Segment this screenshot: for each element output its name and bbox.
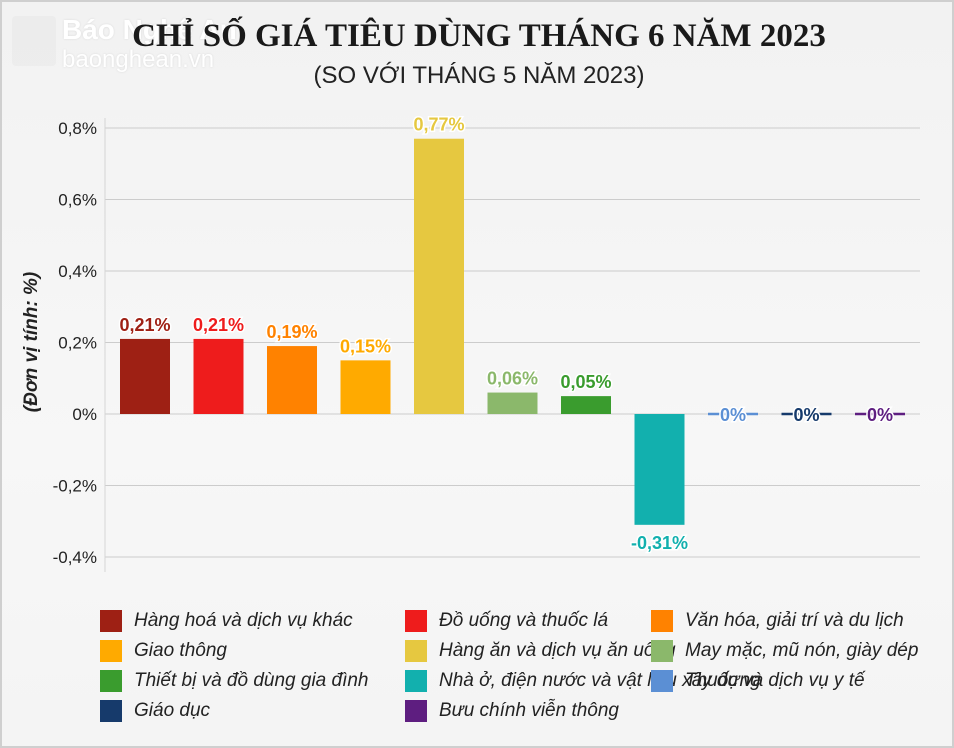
- bar: [781, 412, 832, 416]
- bar: [487, 392, 538, 414]
- bar: [855, 412, 905, 416]
- legend-swatch: [651, 670, 673, 692]
- legend-label: Đồ uống và thuốc lá: [439, 610, 609, 631]
- bar: [267, 346, 317, 414]
- legend-label: May mặc, mũ nón, giày dép: [685, 640, 919, 661]
- legend-label: Nhà ở, điện nước và vật liệu xây dựng: [439, 670, 761, 691]
- bar: [120, 338, 170, 414]
- chart-subtitle: (SO VỚI THÁNG 5 NĂM 2023): [313, 62, 645, 89]
- legend-label: Giao thông: [134, 640, 227, 661]
- bar: [634, 414, 685, 525]
- legend-item: Thiết bị và đồ dùng gia đình: [100, 670, 369, 692]
- y-tick-label: 0,8%: [58, 119, 97, 138]
- bar-data-label: 0,21%: [119, 315, 170, 335]
- legend-item: Hàng hoá và dịch vụ khác: [100, 610, 353, 632]
- bar-data-label: 0,05%: [560, 372, 611, 392]
- legend-item: Hàng ăn và dịch vụ ăn uống: [405, 640, 676, 662]
- legend-item: May mặc, mũ nón, giày dép: [651, 640, 918, 662]
- bar-data-label: 0,06%: [487, 369, 538, 389]
- bar-data-label: 0,77%: [413, 115, 464, 135]
- legend-label: Thiết bị và đồ dùng gia đình: [134, 670, 369, 691]
- legend-label: Giáo dục: [134, 700, 211, 721]
- y-tick-label: -0,2%: [53, 477, 97, 496]
- legend-label: Hàng hoá và dịch vụ khác: [134, 610, 353, 631]
- legend-swatch: [100, 670, 122, 692]
- y-tick-label: -0,4%: [53, 548, 97, 567]
- bar: [193, 338, 244, 414]
- legend-item: Đồ uống và thuốc lá: [405, 610, 608, 632]
- legend-swatch: [651, 640, 673, 662]
- legend-swatch: [405, 610, 427, 632]
- legend-swatch: [405, 670, 427, 692]
- watermark-name: Báo Nghệ An: [62, 14, 237, 45]
- legend-label: Bưu chính viễn thông: [439, 700, 619, 721]
- legend-label: Văn hóa, giải trí và du lịch: [685, 610, 904, 631]
- y-tick-label: 0%: [72, 405, 97, 424]
- legend-swatch: [405, 700, 427, 722]
- legend-item: Giáo dục: [100, 700, 210, 722]
- bar: [708, 412, 758, 416]
- y-tick-label: 0,6%: [58, 191, 97, 210]
- legend-swatch: [405, 640, 427, 662]
- bar-data-label: 0%: [867, 405, 893, 425]
- watermark-logo: Báo Nghệ An baonghean.vn: [12, 10, 262, 73]
- legend-label: Thuốc và dịch vụ y tế: [685, 670, 865, 691]
- legend-swatch: [100, 700, 122, 722]
- bar: [561, 396, 611, 414]
- bar-data-label: 0,15%: [340, 336, 391, 356]
- legend-item: Thuốc và dịch vụ y tế: [651, 670, 865, 692]
- watermark-url: baonghean.vn: [62, 46, 215, 73]
- bar-chart: 0,8% 0,6% 0,4% 0,2% 0% -0,2% -0,4% 0,21% 0,21% 0,…: [53, 113, 920, 572]
- bar-data-label: 0%: [793, 405, 819, 425]
- legend-swatch: [100, 610, 122, 632]
- legend-item: Nhà ở, điện nước và vật liệu xây dựng: [405, 670, 761, 692]
- bar-data-label: 0%: [720, 405, 746, 425]
- logo-badge-icon: [12, 16, 56, 66]
- bar: [340, 360, 391, 414]
- bar-data-label: -0,31%: [631, 533, 688, 553]
- legend-swatch: [100, 640, 122, 662]
- bar: [414, 138, 464, 414]
- legend-swatch: [651, 610, 673, 632]
- y-tick-label: 0,2%: [58, 334, 97, 353]
- y-tick-label: 0,4%: [58, 262, 97, 281]
- bar-data-label: 0,19%: [266, 322, 317, 342]
- legend-item: Giao thông: [100, 640, 227, 662]
- chart-title: CHỈ SỐ GIÁ TIÊU DÙNG THÁNG 6 NĂM 2023: [132, 18, 826, 54]
- legend-label: Hàng ăn và dịch vụ ăn uống: [439, 640, 676, 661]
- bar-data-label: 0,21%: [193, 315, 244, 335]
- legend-item: Bưu chính viễn thông: [405, 700, 619, 722]
- legend-item: Văn hóa, giải trí và du lịch: [651, 610, 904, 632]
